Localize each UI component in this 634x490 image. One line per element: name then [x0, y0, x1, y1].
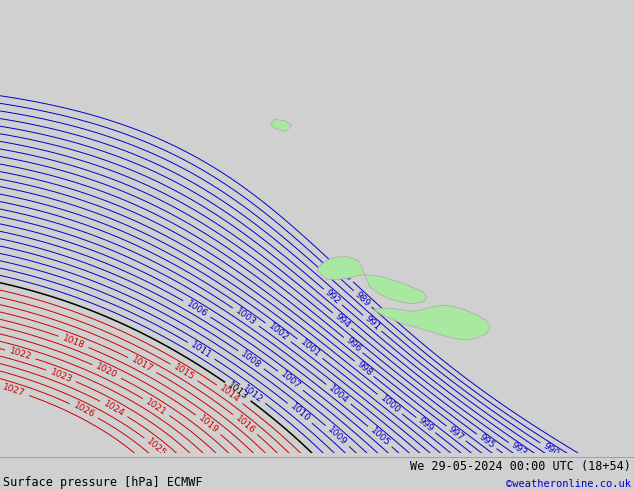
Text: 1021: 1021: [145, 397, 168, 417]
Text: 1026: 1026: [72, 401, 96, 420]
Polygon shape: [374, 305, 490, 340]
Text: 1012: 1012: [241, 383, 264, 404]
Text: 1002: 1002: [266, 322, 290, 343]
Text: 1010: 1010: [288, 402, 311, 424]
Text: 1004: 1004: [327, 383, 350, 405]
Text: 1014: 1014: [218, 384, 242, 405]
Text: 989: 989: [353, 290, 372, 308]
Text: 1001: 1001: [298, 338, 321, 360]
Text: 1013: 1013: [226, 381, 250, 402]
Text: 994: 994: [333, 312, 351, 330]
Text: 999: 999: [417, 416, 436, 434]
Text: 996: 996: [344, 336, 363, 354]
Text: 1022: 1022: [8, 346, 32, 362]
Text: 1003: 1003: [234, 307, 258, 327]
Text: 988: 988: [335, 264, 354, 283]
Text: 1023: 1023: [49, 367, 74, 384]
Text: 1020: 1020: [94, 362, 119, 380]
Text: We 29-05-2024 00:00 UTC (18+54): We 29-05-2024 00:00 UTC (18+54): [410, 460, 631, 473]
Text: 1006: 1006: [184, 299, 209, 319]
Text: 997: 997: [446, 424, 465, 442]
Text: 991: 991: [363, 314, 382, 332]
Text: 990: 990: [541, 441, 560, 458]
Text: 1019: 1019: [197, 414, 220, 436]
Text: 1005: 1005: [368, 425, 391, 448]
Text: 1015: 1015: [172, 362, 197, 383]
Text: 1018: 1018: [61, 333, 86, 350]
Text: ©weatheronline.co.uk: ©weatheronline.co.uk: [506, 479, 631, 489]
Text: 1009: 1009: [326, 425, 349, 447]
Text: 1008: 1008: [239, 349, 263, 370]
Text: 1027: 1027: [2, 383, 26, 398]
Text: 993: 993: [509, 441, 528, 458]
Text: Surface pressure [hPa] ECMWF: Surface pressure [hPa] ECMWF: [3, 475, 203, 489]
Text: 1025: 1025: [145, 437, 168, 459]
Text: 1017: 1017: [130, 355, 155, 374]
Polygon shape: [317, 257, 427, 304]
Text: 995: 995: [477, 433, 496, 450]
Text: 992: 992: [323, 288, 342, 306]
Text: 1011: 1011: [189, 341, 213, 361]
Text: 1000: 1000: [378, 393, 401, 415]
Text: 1024: 1024: [102, 399, 126, 418]
Polygon shape: [271, 120, 292, 131]
Text: 998: 998: [354, 360, 373, 378]
Text: 1007: 1007: [279, 370, 302, 392]
Text: 1016: 1016: [233, 414, 257, 435]
